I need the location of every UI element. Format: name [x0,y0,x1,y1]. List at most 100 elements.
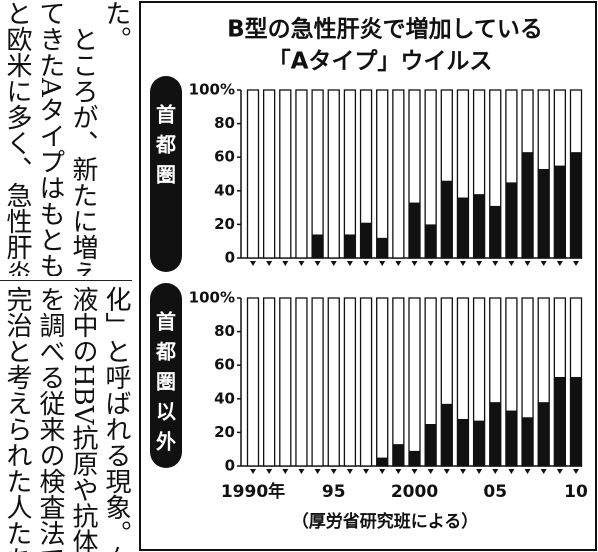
tick-triangle [411,469,418,474]
panel-label: 都 [155,133,176,157]
bar [522,152,534,258]
bar-frame [327,297,340,467]
panel-pill [150,76,182,272]
tick-triangle [411,261,418,266]
bar [522,417,534,466]
tick-triangle [346,261,353,266]
y-tick-label: 20 [214,215,235,233]
tick-triangle [298,469,305,474]
bar-frame [343,89,357,259]
tick-triangle [476,469,483,474]
tick-triangle [266,469,273,474]
tick-triangle [427,261,434,266]
text-column: てきたAタイプはもとも [35,0,65,276]
tick-triangle [266,261,273,266]
tick-triangle [363,261,370,266]
tick-triangle [379,469,386,474]
bar [392,444,404,466]
text-column: た。 [101,0,131,52]
y-tick-label: 60 [214,356,235,374]
bar [376,237,388,258]
bar-frame [246,89,260,259]
bar-frame [246,297,260,467]
bar [570,376,582,466]
bar [312,234,324,258]
bar-frame [262,89,276,259]
article-lower: 化」と呼ばれる現象。血 液中のHBV抗原や抗体 を調べる従来の検査法で 完治と考えられ… [0,286,132,552]
y-tick-label: 0 [225,249,235,267]
tick-triangle [282,261,289,266]
divider [0,280,132,281]
tick-triangle [346,469,353,474]
bar [409,202,420,258]
tick-triangle [556,261,563,266]
tick-triangle [508,261,515,266]
bar-frame [392,297,405,467]
x-tick-label: 2000 [391,482,438,502]
tick-triangle [508,469,515,474]
chart-subtitle: 「Aタイプ」ウイルス [268,49,493,75]
y-tick-label: 40 [214,181,235,199]
bar [554,165,566,258]
tick-triangle [427,469,434,474]
tick-triangle [250,261,256,266]
text-column: 化」と呼ばれる現象。血 [101,286,131,552]
source-note: （厚労省研究班による） [292,511,479,532]
tick-triangle [395,261,402,266]
bar-frame [343,297,357,467]
tick-triangle [443,261,450,266]
y-tick-label: 40 [214,389,235,407]
bar [457,197,469,258]
bar-frame [262,297,276,467]
tick-triangle [379,261,386,266]
bar [441,180,453,258]
bar [505,410,517,466]
bar-frame [327,89,340,259]
bar-frame [311,297,324,467]
article-upper: た。 ところが、新たに増え てきたAタイプはもとも と欧米に多く、急性肝炎 [0,0,132,276]
tick-triangle [314,261,321,266]
tick-triangle [573,469,579,474]
panel-pill [150,283,182,468]
text-column: と欧米に多く、急性肝炎 [2,0,32,276]
y-tick-label: 60 [214,148,235,166]
bar [505,182,517,258]
y-tick-label: 20 [214,423,235,441]
bar [360,222,372,258]
bar [554,376,566,466]
text-column: を調べる従来の検査法で [35,286,65,552]
text-column: ところが、新たに増え [68,0,98,276]
bar-frame [359,297,373,467]
bar-frame [279,89,292,259]
bar [473,420,485,466]
tick-triangle [492,469,499,474]
tick-triangle [298,261,305,266]
tick-triangle [459,261,466,266]
bar-frame [311,89,324,259]
bar-frame [295,89,308,259]
tick-triangle [250,469,256,474]
tick-triangle [395,469,402,474]
tick-triangle [540,261,547,266]
bar [489,205,501,258]
tick-triangle [314,469,321,474]
bar [425,424,437,466]
tick-triangle [476,261,483,266]
text-column: 液中のHBV抗原や抗体 [68,286,98,552]
bar [473,194,485,258]
y-tick-label: 80 [214,322,235,340]
panel-label: 首 [156,103,176,127]
panel-label: 圏 [156,163,176,187]
tick-triangle [573,261,579,266]
tick-triangle [556,469,563,474]
bar [441,403,453,466]
chart-title: B型の急性肝炎で増加している [227,16,543,43]
panel-label: 都 [155,340,176,364]
panel-label: 圏 [156,370,176,394]
bar [489,402,501,466]
tick-triangle [443,469,450,474]
tick-triangle [459,469,466,474]
bar [376,457,388,466]
bar-frame [392,89,405,259]
